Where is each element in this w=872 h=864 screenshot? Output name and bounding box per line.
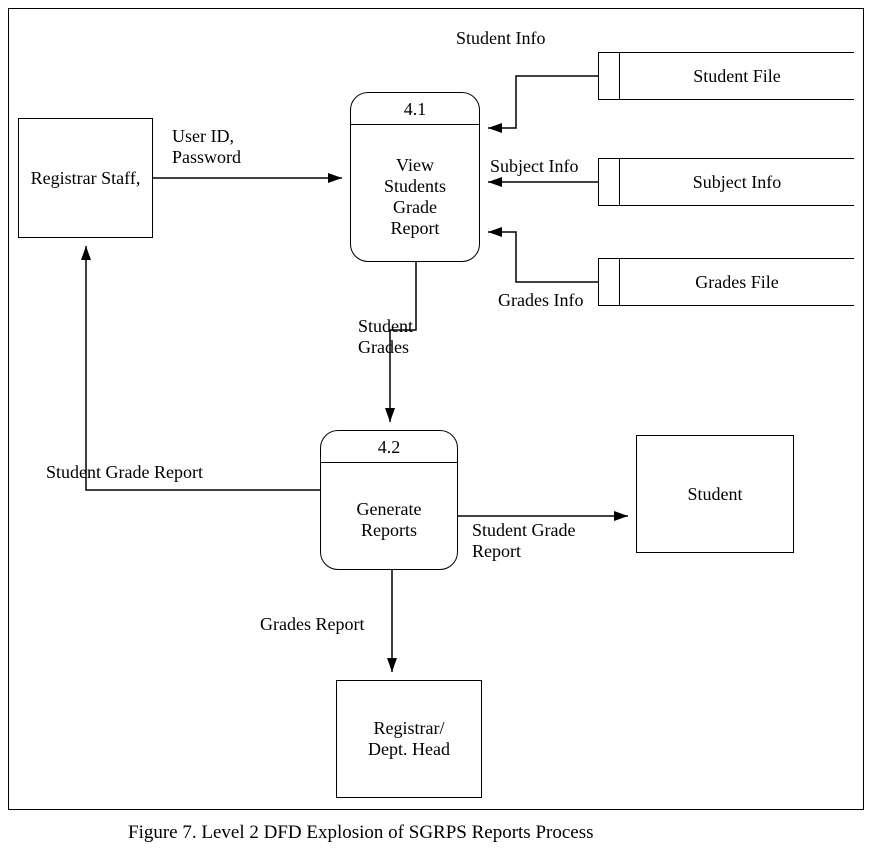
entity-label: Registrar Staff, xyxy=(31,168,141,189)
datastore-label: Student File xyxy=(620,52,854,100)
process-4-1: 4.1 View Students Grade Report xyxy=(350,92,480,262)
process-number: 4.2 xyxy=(321,431,457,463)
figure-caption: Figure 7. Level 2 DFD Explosion of SGRPS… xyxy=(128,822,594,844)
entity-registrar-dept: Registrar/ Dept. Head xyxy=(336,680,482,798)
flow-label-grades-report: Grades Report xyxy=(260,614,364,635)
entity-registrar-staff: Registrar Staff, xyxy=(18,118,153,238)
flow-label-grades-info: Grades Info xyxy=(498,290,583,311)
datastore-label: Grades File xyxy=(620,258,854,306)
dfd-container: Registrar Staff, Student Registrar/ Dept… xyxy=(0,0,872,864)
datastore-label: Subject Info xyxy=(620,158,854,206)
flow-label-student-grades: Student Grades xyxy=(358,316,413,358)
flow-label-sgr-staff: Student Grade Report xyxy=(46,462,203,483)
flow-label-sgr-student: Student Grade Report xyxy=(472,520,575,562)
process-4-2: 4.2 Generate Reports xyxy=(320,430,458,570)
process-label: Generate Reports xyxy=(357,499,422,541)
process-label: View Students Grade Report xyxy=(384,155,446,239)
entity-label: Registrar/ Dept. Head xyxy=(368,718,450,760)
entity-student: Student xyxy=(636,435,794,553)
flow-label-user-id: User ID, Password xyxy=(172,126,241,168)
entity-label: Student xyxy=(687,484,742,505)
datastore-grades-file: Grades File xyxy=(598,258,854,306)
datastore-student-file: Student File xyxy=(598,52,854,100)
flow-label-student-info: Student Info xyxy=(456,28,546,49)
flow-label-subject-info: Subject Info xyxy=(490,156,578,177)
process-number: 4.1 xyxy=(351,93,479,125)
datastore-subject-info: Subject Info xyxy=(598,158,854,206)
